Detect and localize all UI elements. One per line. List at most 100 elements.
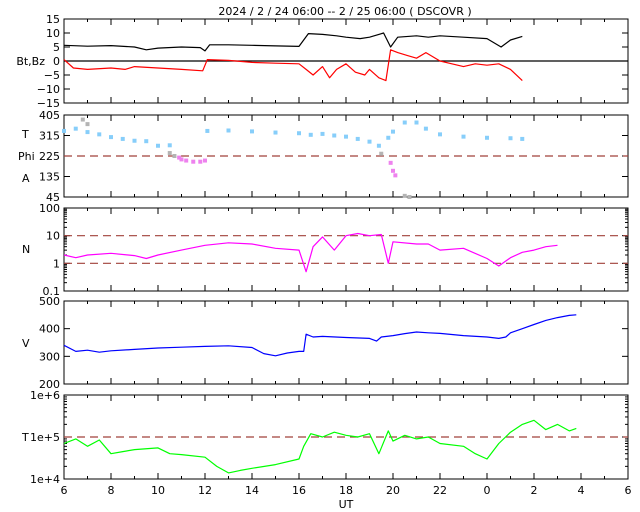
y-tick-label: 315 (39, 130, 60, 143)
y-tick-label: 45 (46, 191, 60, 204)
data-point (73, 126, 78, 131)
data-point (438, 132, 442, 137)
data-point (167, 143, 172, 148)
y-tick-label: 405 (39, 109, 60, 122)
data-point (191, 159, 196, 164)
x-tick-label: 0 (484, 484, 491, 497)
ylabel-v: V (22, 337, 30, 350)
y-tick-label: −10 (37, 83, 60, 96)
data-point (332, 133, 337, 138)
series-line (63, 49, 523, 82)
data-point (85, 122, 90, 127)
data-point (508, 136, 513, 141)
data-point (367, 139, 372, 144)
data-point (402, 120, 407, 125)
panel-density: N 100 10 1 0.1 (22, 202, 629, 298)
y-tick-label: 1 (53, 257, 60, 270)
y-tick-label: 1e+5 (30, 431, 60, 444)
data-point (461, 134, 466, 139)
data-point (179, 157, 184, 162)
data-point (109, 135, 113, 140)
data-point (205, 128, 210, 133)
data-point (62, 128, 66, 133)
data-point (297, 131, 301, 136)
data-point (172, 154, 177, 158)
panel-density-frame (63, 207, 629, 292)
y-tick-label: 200 (39, 378, 60, 391)
y-tick-label: 10 (46, 27, 60, 40)
data-point (198, 159, 203, 164)
data-point (388, 160, 393, 165)
series-line (63, 32, 523, 52)
ylabel-temperature: T (21, 431, 29, 444)
data-point (308, 132, 313, 137)
y-tick-label: −15 (37, 97, 60, 110)
ylabel-bt-bz: Bt,Bz (16, 55, 45, 68)
data-point (386, 135, 391, 140)
x-tick-label: 2 (531, 484, 538, 497)
x-tick-label: 10 (151, 484, 165, 497)
data-point (80, 117, 85, 122)
chart-title: 2024 / 2 / 24 06:00 -- 2 / 25 06:00 ( DS… (218, 5, 471, 18)
x-tick-label: 12 (198, 484, 212, 497)
data-point (156, 143, 160, 148)
y-tick-label: −5 (44, 69, 60, 82)
x-axis-label: UT (339, 498, 354, 511)
data-point (393, 173, 398, 178)
data-point (344, 134, 348, 139)
data-point (485, 135, 489, 140)
data-point (320, 131, 325, 136)
series-line (63, 232, 558, 273)
y-tick-label: 0 (53, 55, 60, 68)
y-tick-label: 225 (39, 150, 60, 163)
panel-temperature: T 1e+6 1e+5 1e+4 (21, 389, 629, 486)
data-point (203, 158, 207, 163)
panel-phi: T Phi A 405 315 225 135 45 (18, 109, 629, 204)
data-point (376, 143, 381, 148)
panel-velocity: V 500 400 300 200 (22, 295, 629, 391)
x-tick-label: 18 (339, 484, 353, 497)
data-point (177, 155, 182, 160)
series-line (63, 314, 577, 357)
ylabel-a: A (22, 172, 30, 185)
data-point (520, 136, 525, 141)
x-axis-ticks: 6 8 10 12 14 16 18 20 22 0 2 4 6 (61, 484, 632, 497)
panel-velocity-frame (63, 300, 629, 385)
data-point (184, 158, 189, 163)
y-tick-label: 1e+6 (30, 389, 60, 402)
x-tick-label: 20 (386, 484, 400, 497)
y-tick-label: 10 (46, 230, 60, 243)
data-point (379, 151, 384, 156)
ylabel-t: T (21, 128, 29, 141)
data-point (250, 129, 254, 134)
data-point (391, 129, 395, 134)
x-tick-label: 8 (108, 484, 115, 497)
data-point (414, 120, 419, 125)
y-tick-label: 135 (39, 171, 60, 184)
y-tick-label: 1e+4 (30, 473, 60, 486)
y-tick-label: 15 (46, 13, 60, 26)
data-point (407, 195, 412, 199)
data-point (97, 132, 102, 137)
data-point (144, 139, 149, 144)
data-point (355, 136, 360, 141)
x-tick-label: 6 (625, 484, 632, 497)
x-tick-label: 14 (245, 484, 259, 497)
data-point (391, 168, 395, 173)
data-point (167, 151, 172, 156)
y-tick-label: 5 (53, 41, 60, 54)
ylabel-phi: Phi (18, 150, 35, 163)
ylabel-n: N (22, 243, 30, 256)
y-tick-label: 400 (39, 323, 60, 336)
data-point (226, 128, 231, 133)
y-tick-label: 0.1 (43, 285, 61, 298)
x-tick-label: 22 (433, 484, 447, 497)
data-point (273, 130, 278, 135)
data-point (402, 193, 407, 198)
series-line (63, 419, 577, 474)
y-tick-label: 300 (39, 350, 60, 363)
y-tick-label: 100 (39, 202, 60, 215)
x-tick-label: 6 (61, 484, 68, 497)
